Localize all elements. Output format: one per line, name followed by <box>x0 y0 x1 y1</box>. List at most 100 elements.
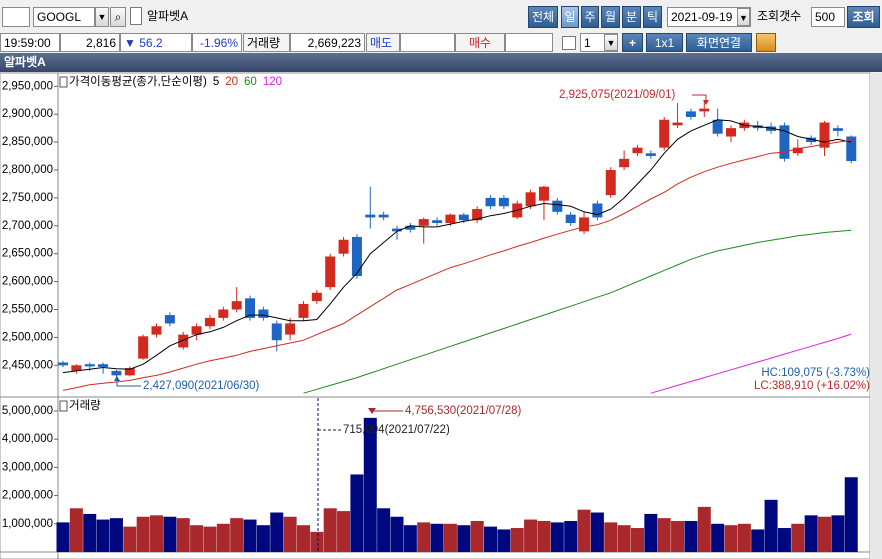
arrowhead <box>368 408 376 414</box>
volume-bar <box>403 525 417 552</box>
grid-button[interactable]: 1x1 <box>646 33 683 52</box>
candle-body <box>178 334 189 348</box>
candle-body <box>71 365 82 371</box>
candle-body <box>432 220 443 224</box>
volume-bar <box>684 520 698 552</box>
date-dropdown[interactable]: ▼ <box>737 8 750 26</box>
search-icon[interactable]: ⌕ <box>110 7 126 27</box>
candle-body <box>191 326 202 335</box>
candle-body <box>218 309 229 318</box>
volume-bar <box>136 516 150 552</box>
candle-body <box>138 336 149 359</box>
candle-body <box>311 292 322 302</box>
candle-body <box>472 209 483 221</box>
y-tick-label: 2,450,000 <box>2 359 53 371</box>
annotation: HC:109,075 (-3.73%) <box>761 367 870 379</box>
legend-entry: 20 <box>225 76 238 88</box>
header-icon <box>59 76 68 88</box>
candle-body <box>204 317 215 327</box>
date-input[interactable]: 2021-09-19 <box>667 7 751 27</box>
annotation: 2,925,075(2021/09/01) <box>559 89 676 101</box>
y-tick-label: 2,750,000 <box>2 192 53 204</box>
candle-body <box>338 239 349 254</box>
period-button[interactable]: 주 <box>581 6 599 28</box>
candle-body <box>579 217 590 232</box>
volume-bar <box>350 474 364 552</box>
volume-bar <box>590 512 604 552</box>
volume-bar <box>56 522 70 552</box>
volume-bar <box>831 515 845 552</box>
annotation: 2,427,090(2021/06/30) <box>143 380 260 392</box>
period-button[interactable]: 분 <box>622 6 641 28</box>
candle-body <box>605 169 616 196</box>
volume-bar <box>671 520 685 552</box>
period-button[interactable]: 월 <box>601 6 620 28</box>
doc-icon[interactable] <box>130 7 142 25</box>
plus-button[interactable]: + <box>622 33 643 52</box>
period-button[interactable]: 틱 <box>643 6 662 28</box>
panel-title: 알파벳A <box>0 53 882 72</box>
y-tick-label: 3,000,000 <box>2 461 53 473</box>
count-input[interactable]: 500 <box>811 7 845 27</box>
symbol-dropdown[interactable]: ▼ <box>95 7 109 27</box>
chart-title: 가격이동평균(종가,단순이평) <box>69 74 207 88</box>
candle-body <box>351 236 362 277</box>
layout-dropdown[interactable]: ▼ <box>604 34 618 51</box>
checkbox[interactable] <box>562 36 576 50</box>
candle-body <box>712 119 723 134</box>
annotation: 4,756,530(2021/07/28) <box>405 405 522 417</box>
candle-body <box>592 203 603 218</box>
y-tick-label: 2,000,000 <box>2 490 53 502</box>
price: 2,816 <box>60 33 120 52</box>
volume-label: 거래량 <box>243 33 290 52</box>
volume-bar <box>270 512 284 552</box>
candle-body <box>726 128 736 137</box>
candle-body <box>111 370 122 376</box>
volume-bar <box>630 528 644 552</box>
volume-bar <box>203 526 217 552</box>
change-box: ▼ 56.2 <box>120 33 192 52</box>
candle-body <box>659 119 670 148</box>
search-button[interactable]: 조회 <box>847 6 880 28</box>
volume-bar <box>96 519 110 552</box>
candle-body <box>619 158 630 168</box>
candle-body <box>325 256 336 288</box>
candle-body <box>766 126 777 131</box>
volume-bar <box>283 516 297 552</box>
candle-body <box>672 122 683 126</box>
ma-line <box>650 333 852 394</box>
candle-body <box>418 219 429 226</box>
time: 19:59:00 <box>0 33 60 52</box>
volume-bar <box>163 516 177 552</box>
candle-body <box>458 214 469 221</box>
candle-body <box>245 298 256 318</box>
y-tick-label: 2,600,000 <box>2 276 53 288</box>
volume-bar <box>711 523 725 552</box>
volume-bar <box>190 525 204 552</box>
change-pct: -1.96% <box>192 33 242 52</box>
ma-line <box>62 119 852 374</box>
period-button[interactable]: 일 <box>561 6 579 28</box>
change-arrow: ▼ <box>124 36 136 50</box>
volume-bar <box>751 529 765 552</box>
volume-bar <box>69 508 83 552</box>
candle-body <box>632 147 643 154</box>
candle-body <box>231 301 242 310</box>
pen-icon[interactable] <box>756 33 776 52</box>
period-button[interactable]: 전체 <box>528 6 558 28</box>
candle-body <box>124 368 135 376</box>
candle-body <box>498 197 509 207</box>
volume-bar <box>296 525 310 552</box>
volume-bar <box>764 499 778 552</box>
symbol-input[interactable]: GOOGL <box>33 7 95 27</box>
volume-bar <box>550 522 564 552</box>
candle-body <box>378 214 389 218</box>
volume-bar <box>644 513 658 552</box>
buy-price <box>505 33 553 52</box>
candle-body <box>525 192 536 207</box>
link-button[interactable]: 화면연결 <box>686 33 752 52</box>
menu-icon[interactable] <box>2 7 30 27</box>
volume-bar <box>417 522 431 552</box>
y-tick-label: 2,950,000 <box>2 80 53 92</box>
